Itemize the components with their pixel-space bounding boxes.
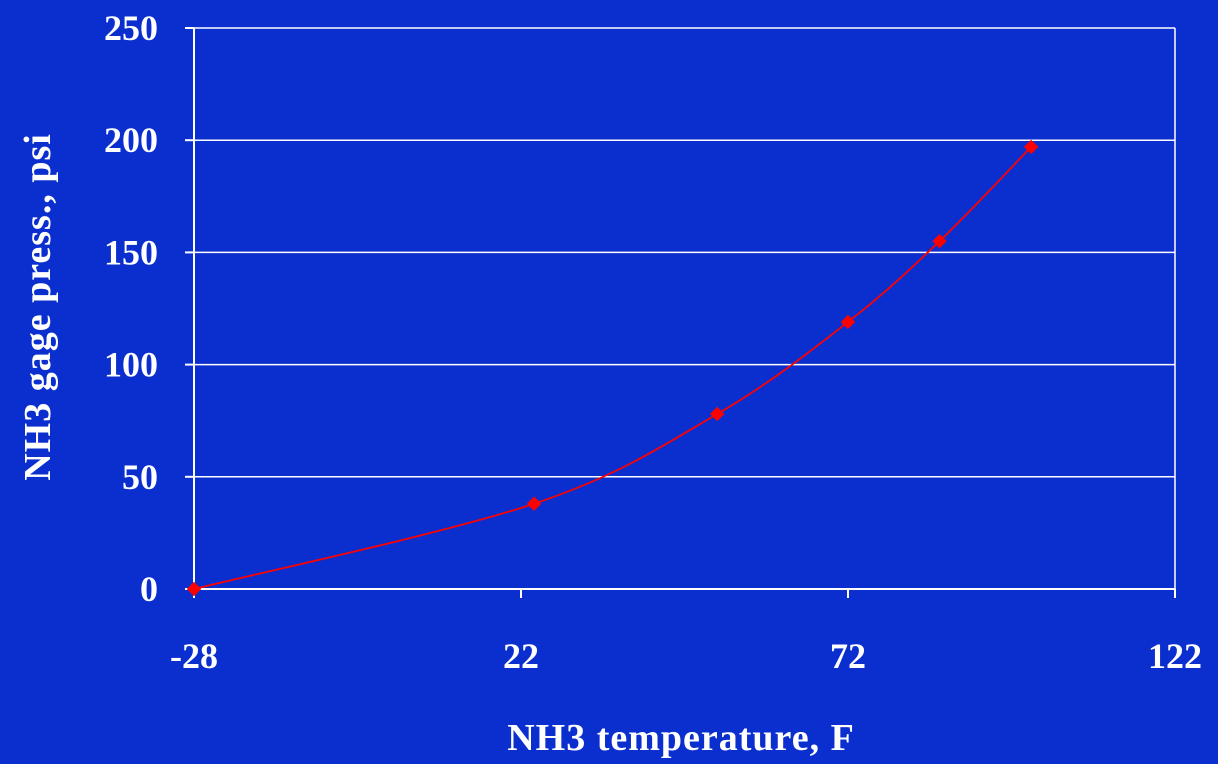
x-axis-title: NH3 temperature, F bbox=[507, 717, 855, 759]
data-point bbox=[840, 314, 856, 330]
data-point bbox=[709, 406, 725, 422]
series-line-0 bbox=[193, 146, 1032, 590]
data-point bbox=[526, 496, 542, 511]
y-tick-label: 0 bbox=[140, 569, 158, 609]
x-tick-label: 122 bbox=[1148, 636, 1202, 676]
data-point bbox=[186, 581, 202, 597]
tick-labels: 0 50 100 150 200 250 -28 22 72 122 bbox=[104, 8, 1202, 676]
data-point bbox=[932, 233, 947, 249]
data-point bbox=[1023, 139, 1039, 155]
y-tick-label: 150 bbox=[104, 232, 158, 272]
y-tick-label: 50 bbox=[122, 457, 158, 497]
axes bbox=[185, 27, 1176, 598]
y-axis-title: NH3 gage press., psi bbox=[17, 133, 59, 481]
y-tick-label: 100 bbox=[104, 345, 158, 385]
x-tick-label: 22 bbox=[503, 636, 539, 676]
y-tick-label: 250 bbox=[104, 8, 158, 48]
y-tick-label: 200 bbox=[104, 120, 158, 160]
x-tick-label: -28 bbox=[170, 636, 218, 676]
gridlines bbox=[194, 27, 1176, 589]
x-tick-label: 72 bbox=[830, 636, 866, 676]
data-series bbox=[186, 139, 1039, 597]
